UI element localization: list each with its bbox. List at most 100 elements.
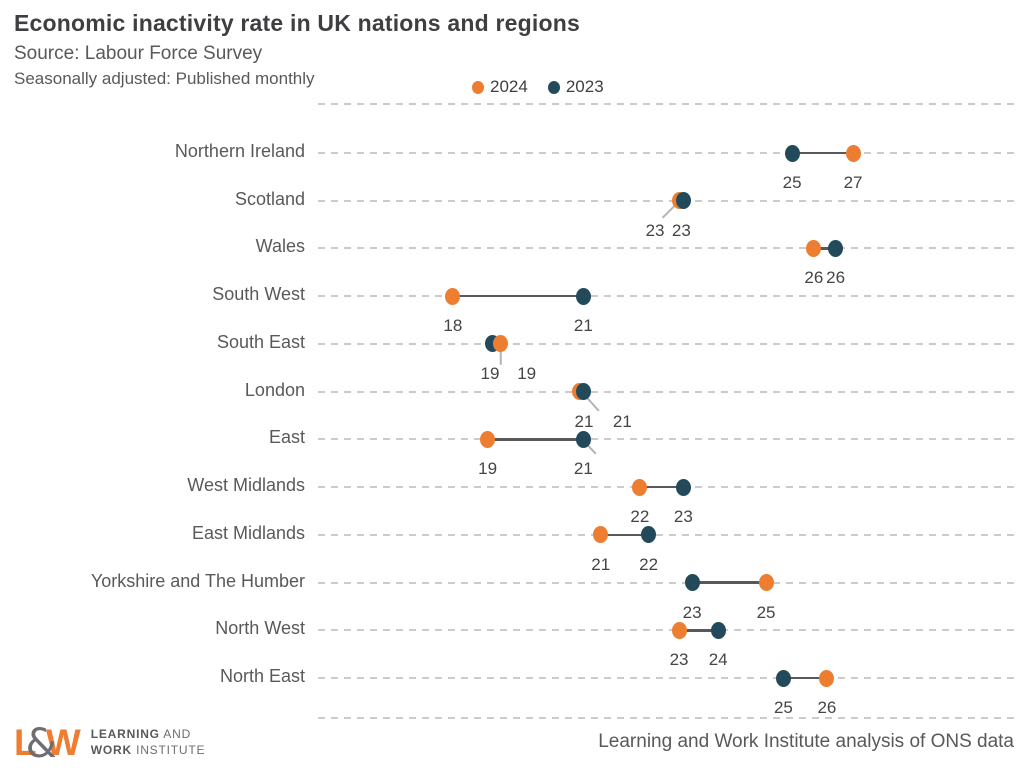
value-label-2024: 21 [574,411,594,431]
chart-title: Economic inactivity rate in UK nations a… [14,10,580,36]
row-gridline [318,677,1014,680]
value-label-2023: 26 [826,268,846,288]
row-gridline [318,247,1014,250]
dot-2023 [828,239,844,257]
dot-2023 [575,287,591,305]
plot-top-boundary-line [318,103,1014,105]
dot-2023 [575,430,591,448]
value-label-2024: 19 [517,363,537,383]
value-label-2023: 23 [682,602,702,622]
dumbbell-connector [692,581,767,584]
value-label-2023: 24 [708,650,728,670]
row-gridline [318,629,1014,632]
dumbbell-connector [679,629,719,632]
dot-2023 [784,144,800,162]
category-label: Yorkshire and The Humber [90,570,305,591]
plot-bottom-boundary-line [318,717,1014,719]
lw-institute-logo: L & W LEARNING AND WORK INSTITUTE [14,720,206,767]
dot-2023 [684,574,700,592]
row-gridline [318,295,1014,298]
category-label: North West [215,618,305,639]
value-label-2024: 23 [669,650,689,670]
dumbbell-connector [792,151,854,155]
value-label-2024: 21 [591,554,611,574]
value-label-2024: 26 [817,698,837,718]
logo-text-line1: LEARNING AND [90,727,192,742]
value-label-2024: 23 [645,220,665,240]
dumbbell-connector [600,533,649,537]
value-label-2023: 23 [671,220,691,240]
value-label-2023: 22 [639,554,659,574]
lw-logo-mark: L & W [14,720,81,767]
row-gridline [318,390,1014,393]
category-label: East [268,427,305,448]
row-gridline [318,342,1014,345]
dot-2024 [845,144,861,162]
dumbbell-connector [487,438,584,441]
dumbbell-connector [813,247,836,250]
legend-label: 2023 [565,77,604,96]
legend-item-2024: 2024 [472,77,528,97]
dot-2024 [806,239,822,257]
logo-text-line2: WORK INSTITUTE [90,743,206,757]
category-label: Scotland [234,188,305,209]
value-label-2023: 21 [573,459,593,479]
category-label: North East [219,666,305,687]
dumbbell-connector [783,676,827,680]
dot-2024 [445,287,461,305]
value-label-2024: 26 [804,268,824,288]
value-label-2024: 19 [478,459,498,479]
dot-2024 [593,526,609,544]
dot-2023 [575,383,591,401]
chart-subtitle-source: Source: Labour Force Survey [14,43,263,64]
lw-logo-text: LEARNING AND WORK INSTITUTE [91,727,206,758]
row-gridline [318,199,1014,202]
dot-2023 [675,192,691,210]
legend-label: 2024 [490,77,528,96]
value-label-2024: 18 [443,316,463,336]
dot-2024 [819,669,835,687]
legend-dot-icon [472,80,484,94]
value-label-2023: 25 [782,173,802,192]
row-gridline [318,581,1014,584]
value-label-2023: 19 [480,363,500,383]
value-label-2024: 22 [630,507,650,527]
value-label-2023: 21 [612,411,632,431]
dot-2024 [493,335,509,353]
row-gridline [318,533,1014,536]
value-label-2024: 25 [756,602,776,622]
dot-2023 [775,669,791,687]
dumbbell-connector [639,485,684,489]
category-label: London [244,379,305,400]
dot-2023 [710,621,726,639]
value-label-2024: 27 [843,173,863,192]
value-label-2023: 23 [673,507,693,527]
category-label: East Midlands [191,522,305,543]
chart-legend: 2024 2023 [472,77,604,97]
value-label-2023: 25 [773,698,793,718]
category-label: South East [216,331,305,352]
value-label-2023: 21 [573,316,593,336]
legend-dot-icon [547,80,560,94]
logo-letter-l: L [14,722,37,763]
logo-ampersand: & [25,721,57,767]
category-label: South West [212,284,305,305]
dot-2024 [758,574,774,592]
chart-subtitle-note: Seasonally adjusted: Published monthly [14,69,315,88]
legend-item-2023: 2023 [547,77,604,97]
category-label: Wales [255,236,305,257]
row-gridline [318,152,1014,154]
dot-2023 [675,478,691,496]
category-label: Northern Ireland [174,141,305,161]
logo-letter-w: W [45,722,81,763]
attribution-text: Learning and Work Institute analysis of … [598,731,1014,752]
dot-2023 [641,526,657,544]
dot-2024 [480,430,496,448]
dot-2024 [671,621,687,639]
dumbbell-connector [452,294,584,298]
category-label: West Midlands [187,475,305,496]
row-gridline [318,438,1014,441]
dot-2024 [632,478,648,496]
